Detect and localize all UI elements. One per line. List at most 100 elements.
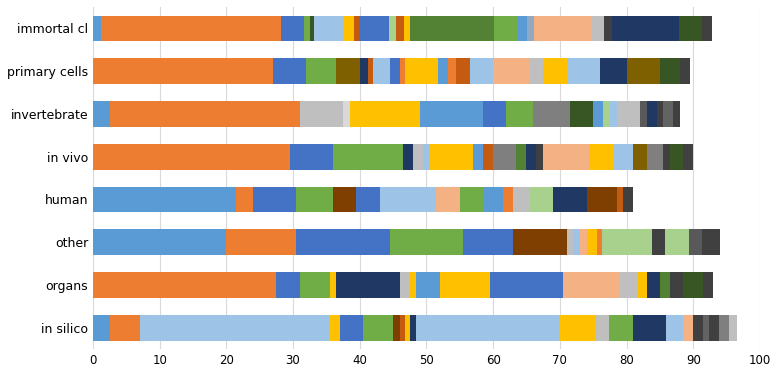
Bar — [410, 272, 416, 298]
Bar — [530, 58, 543, 84]
Bar — [273, 58, 307, 84]
Bar — [226, 229, 296, 255]
Bar — [93, 101, 110, 127]
Bar — [314, 15, 344, 41]
Bar — [553, 187, 587, 212]
Bar — [710, 315, 719, 341]
Bar — [573, 229, 580, 255]
Bar — [300, 272, 330, 298]
Bar — [93, 58, 273, 84]
Bar — [563, 272, 620, 298]
Bar — [670, 272, 683, 298]
Bar — [354, 15, 359, 41]
Bar — [579, 315, 596, 341]
Bar — [610, 101, 616, 127]
Bar — [678, 15, 702, 41]
Bar — [416, 272, 440, 298]
Bar — [642, 15, 678, 41]
Bar — [276, 272, 300, 298]
Bar — [393, 315, 400, 341]
Bar — [281, 15, 304, 41]
Bar — [587, 229, 597, 255]
Bar — [411, 15, 494, 41]
Bar — [333, 144, 403, 169]
Bar — [616, 101, 640, 127]
Bar — [587, 187, 616, 212]
Bar — [101, 15, 281, 41]
Bar — [616, 187, 623, 212]
Bar — [640, 101, 647, 127]
Bar — [506, 101, 533, 127]
Bar — [493, 144, 517, 169]
Bar — [396, 15, 404, 41]
Bar — [483, 101, 506, 127]
Bar — [411, 315, 415, 341]
Bar — [623, 187, 633, 212]
Bar — [307, 58, 336, 84]
Bar — [682, 315, 692, 341]
Bar — [310, 15, 314, 41]
Bar — [415, 315, 559, 341]
Bar — [527, 144, 537, 169]
Bar — [110, 101, 300, 127]
Bar — [590, 144, 613, 169]
Bar — [93, 144, 289, 169]
Bar — [683, 144, 693, 169]
Bar — [683, 272, 703, 298]
Bar — [494, 15, 517, 41]
Bar — [237, 187, 253, 212]
Bar — [591, 15, 604, 41]
Bar — [110, 315, 139, 341]
Bar — [533, 101, 569, 127]
Bar — [666, 315, 682, 341]
Bar — [463, 229, 513, 255]
Bar — [626, 58, 660, 84]
Bar — [420, 101, 483, 127]
Bar — [483, 144, 493, 169]
Bar — [368, 58, 373, 84]
Bar — [336, 58, 359, 84]
Bar — [620, 272, 636, 298]
Bar — [559, 315, 579, 341]
Bar — [543, 58, 566, 84]
Bar — [356, 187, 380, 212]
Bar — [712, 229, 720, 255]
Bar — [400, 58, 405, 84]
Bar — [534, 15, 591, 41]
Bar — [633, 144, 647, 169]
Bar — [603, 101, 610, 127]
Bar — [543, 144, 590, 169]
Bar — [363, 315, 393, 341]
Bar — [436, 187, 460, 212]
Bar — [490, 272, 563, 298]
Bar — [647, 144, 663, 169]
Bar — [253, 187, 296, 212]
Bar — [636, 272, 647, 298]
Bar — [680, 58, 690, 84]
Bar — [673, 101, 680, 127]
Bar — [657, 101, 663, 127]
Bar — [702, 229, 712, 255]
Bar — [389, 15, 396, 41]
Bar — [473, 144, 483, 169]
Bar — [663, 144, 670, 169]
Bar — [602, 229, 652, 255]
Bar — [330, 272, 336, 298]
Bar — [405, 315, 411, 341]
Bar — [537, 144, 543, 169]
Bar — [665, 229, 689, 255]
Bar — [404, 15, 411, 41]
Bar — [289, 144, 333, 169]
Bar — [647, 101, 657, 127]
Bar — [333, 187, 356, 212]
Bar — [689, 229, 702, 255]
Bar — [330, 315, 340, 341]
Bar — [702, 15, 712, 41]
Bar — [670, 144, 683, 169]
Bar — [633, 315, 666, 341]
Bar — [597, 229, 602, 255]
Bar — [304, 15, 310, 41]
Bar — [93, 15, 101, 41]
Bar — [493, 58, 530, 84]
Bar — [703, 272, 713, 298]
